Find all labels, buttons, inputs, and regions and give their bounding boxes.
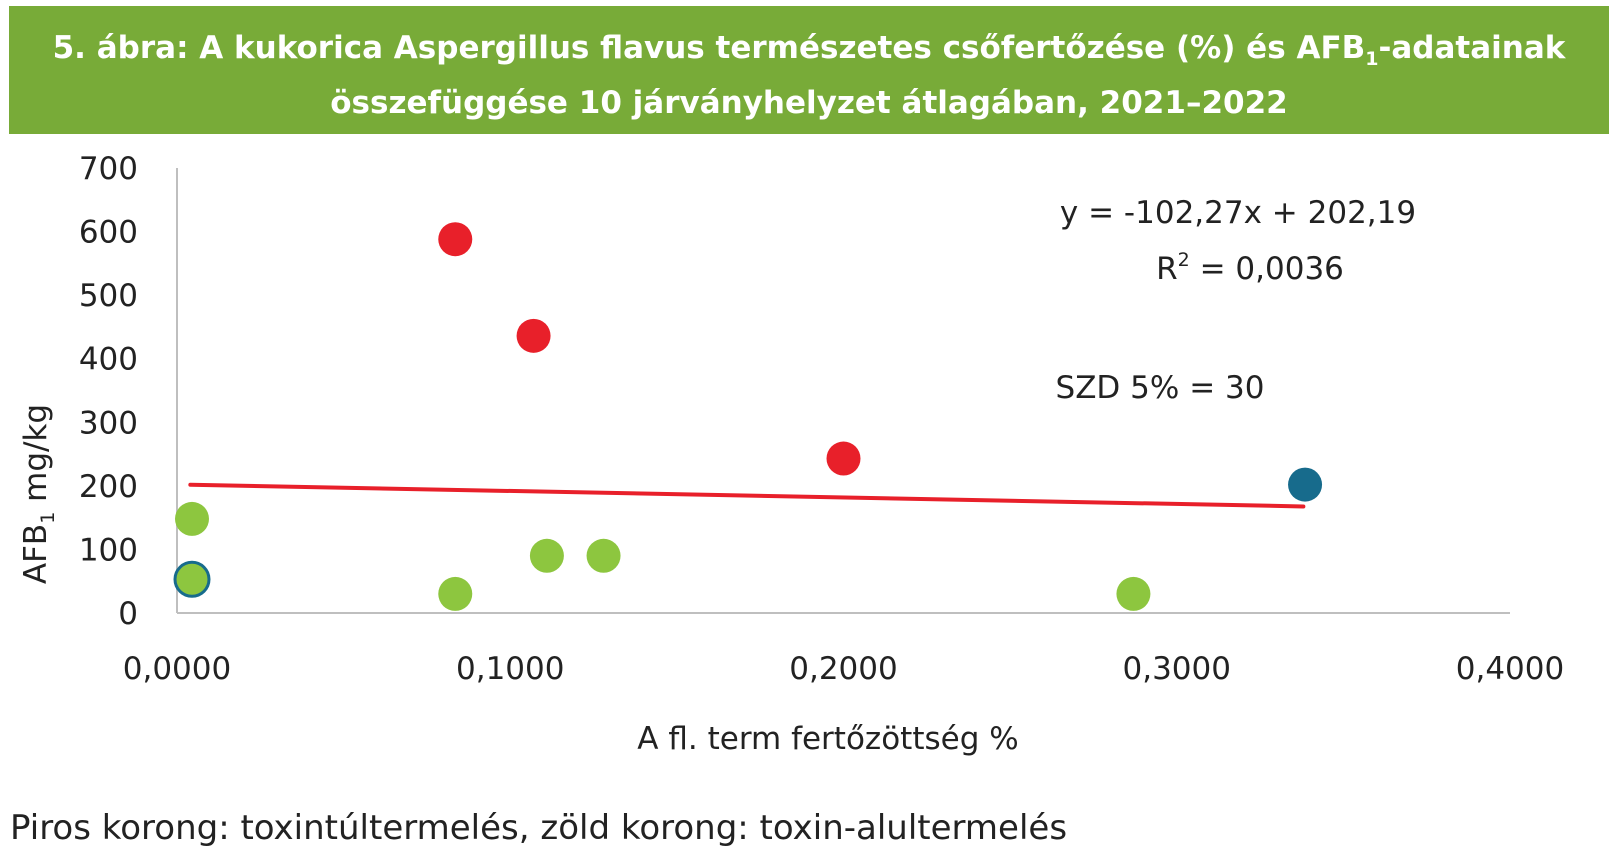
r-squared-label: R2 = 0,0036 bbox=[1156, 249, 1344, 287]
data-point-green bbox=[438, 576, 473, 611]
x-tick-label: 0,3000 bbox=[1123, 651, 1231, 687]
x-tick-label: 0,0000 bbox=[123, 651, 231, 687]
figure-title-subscript: 1 bbox=[1365, 48, 1379, 71]
x-tick-label: 0,4000 bbox=[1456, 651, 1564, 687]
regression-equation: y = -102,27x + 202,19 bbox=[1060, 195, 1416, 231]
y-tick-label: 700 bbox=[79, 151, 138, 187]
y-axis-ticks: 0 100 200 300 400 500 600 700 bbox=[79, 151, 138, 632]
trendline bbox=[188, 482, 1306, 509]
szd-annotation: SZD 5% = 30 bbox=[1056, 370, 1265, 406]
data-point-green bbox=[173, 560, 211, 598]
r-squared-sup: 2 bbox=[1178, 249, 1190, 271]
y-tick-label: 100 bbox=[79, 532, 138, 568]
figure-title-prefix: 5. ábra: A kukorica Aspergillus flavus t… bbox=[52, 30, 1366, 66]
data-point-green bbox=[529, 538, 564, 573]
scatter-chart-svg: 0 100 200 300 400 500 600 700 0,0000 0,1000 0,200… bbox=[18, 151, 1564, 757]
y-tick-label: 0 bbox=[118, 596, 138, 632]
x-axis-ticks: 0,0000 0,1000 0,2000 0,3000 0,4000 bbox=[123, 651, 1564, 687]
y-axis-label: AFB1 mg/kg bbox=[18, 404, 59, 584]
y-tick-label: 400 bbox=[79, 342, 138, 378]
y-tick-label: 200 bbox=[79, 469, 138, 505]
r-squared-value: = 0,0036 bbox=[1190, 251, 1344, 287]
svg-text:AFB1 mg/kg: AFB1 mg/kg bbox=[18, 404, 59, 584]
legend-caption: Piros korong: toxintúltermelés, zöld kor… bbox=[10, 808, 1068, 848]
x-axis-label: A fl. term fertőzöttség % bbox=[637, 721, 1018, 757]
figure-title-banner: 5. ábra: A kukorica Aspergillus flavus t… bbox=[9, 6, 1609, 134]
y-axis-label-suffix: mg/kg bbox=[18, 404, 54, 512]
data-point-green bbox=[1116, 576, 1151, 611]
data-point-red bbox=[516, 318, 551, 353]
figure-title-line-1: 5. ábra: A kukorica Aspergillus flavus t… bbox=[9, 26, 1609, 81]
data-point-green bbox=[586, 538, 621, 573]
data-points bbox=[173, 222, 1323, 611]
data-point-red bbox=[438, 222, 473, 257]
r-squared-r: R bbox=[1156, 251, 1178, 287]
figure-title-suffix: -adatainak bbox=[1378, 30, 1566, 66]
data-point-blue bbox=[1288, 467, 1323, 502]
x-tick-label: 0,1000 bbox=[456, 651, 564, 687]
chart-area: 0 100 200 300 400 500 600 700 0,0000 0,1000 0,200… bbox=[0, 134, 1618, 814]
x-tick-label: 0,2000 bbox=[789, 651, 897, 687]
y-tick-label: 500 bbox=[79, 278, 138, 314]
y-tick-label: 300 bbox=[79, 405, 138, 441]
figure-title-line-2: összefüggése 10 járványhelyzet átlagában… bbox=[330, 85, 1288, 122]
y-axis-label-sub: 1 bbox=[37, 512, 59, 524]
y-tick-label: 600 bbox=[79, 215, 138, 251]
data-point-green bbox=[174, 501, 209, 536]
y-axis-label-main: AFB bbox=[18, 524, 54, 584]
data-point-red bbox=[826, 441, 861, 476]
